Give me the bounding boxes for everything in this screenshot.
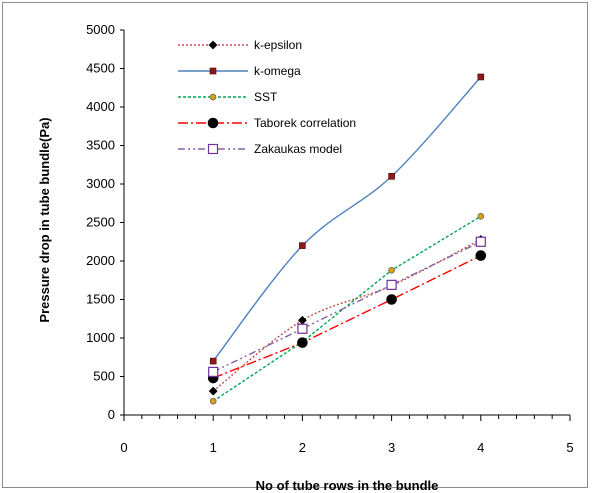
legend-item-zakaukas-model: Zakaukas model — [178, 142, 342, 156]
y-tick-label: 3000 — [86, 176, 115, 191]
data-point-k-epsilon — [297, 315, 307, 325]
legend-label-zakaukas-model: Zakaukas model — [254, 142, 342, 156]
legend-marker-taborek-correlation — [207, 117, 219, 129]
x-tick-label: 1 — [210, 440, 217, 455]
legend-label-sst: SST — [254, 90, 278, 104]
x-tick-label: 3 — [388, 440, 395, 455]
data-point-k-omega — [299, 242, 306, 249]
chart-frame — [2, 2, 588, 488]
y-tick-label: 2500 — [86, 215, 115, 230]
data-point-zakaukas-model — [297, 323, 308, 334]
data-point-k-omega — [209, 357, 217, 365]
data-point-sst — [209, 397, 217, 405]
data-point-zakaukas-model — [386, 279, 397, 290]
legend: k-epsilon k-omega SST Taborek correlation Za… — [178, 38, 356, 156]
series-line-k-omega — [212, 76, 482, 362]
series-k-omega — [209, 73, 485, 365]
data-point-zakaukas-model — [475, 236, 486, 247]
y-tick-label: 1500 — [86, 292, 115, 307]
legend-marker-zakaukas-model — [207, 143, 219, 155]
data-point-k-omega — [477, 73, 485, 81]
series-zakaukas-model — [208, 236, 486, 377]
x-tick-label: 5 — [566, 440, 573, 455]
y-tick-label: 0 — [108, 407, 115, 422]
y-tick-label: 3500 — [86, 138, 115, 153]
x-tick-label: 2 — [299, 440, 306, 455]
legend-item-k-epsilon: k-epsilon — [178, 38, 302, 52]
y-axis-title: Pressure drop in tube bundle(Pa) — [37, 117, 52, 322]
series-layer — [207, 73, 487, 405]
series-line-sst — [212, 215, 482, 402]
y-tick-label: 1000 — [86, 330, 115, 345]
data-point-k-epsilon — [208, 386, 218, 396]
data-point-zakaukas-model — [208, 366, 219, 377]
legend-marker-k-epsilon — [208, 40, 218, 50]
series-line-taborek-correlation — [212, 254, 482, 379]
data-point-taborek-correlation — [386, 294, 397, 305]
x-axis-title: No of tube rows in the bundle — [256, 478, 439, 493]
axes: 0 500 1000 1500 2000 2500 3000 3500 4000 4500 5000… — [86, 22, 574, 455]
legend-label-k-omega: k-omega — [254, 64, 301, 78]
x-tick-label: 4 — [477, 440, 484, 455]
legend-item-taborek-correlation: Taborek correlation — [178, 116, 356, 130]
series-taborek-correlation — [207, 250, 487, 384]
x-tick-label: 0 — [120, 440, 127, 455]
data-point-taborek-correlation — [297, 337, 308, 348]
data-point-sst — [388, 266, 395, 274]
y-tick-label: 4500 — [86, 61, 115, 76]
legend-label-taborek-correlation: Taborek correlation — [254, 116, 356, 130]
data-point-k-omega — [388, 173, 395, 180]
data-point-taborek-correlation — [475, 250, 487, 261]
y-tick-label: 4000 — [86, 99, 115, 114]
y-tick-label: 500 — [93, 369, 115, 384]
legend-marker-sst — [209, 93, 217, 101]
legend-marker-k-omega — [209, 67, 217, 75]
legend-label-k-epsilon: k-epsilon — [254, 38, 302, 52]
y-tick-label: 5000 — [86, 22, 115, 37]
legend-item-k-omega: k-omega — [178, 64, 301, 78]
y-tick-label: 2000 — [86, 253, 115, 268]
data-point-sst — [477, 213, 485, 220]
legend-item-sst: SST — [178, 90, 278, 104]
series-line-k-epsilon — [212, 238, 482, 392]
